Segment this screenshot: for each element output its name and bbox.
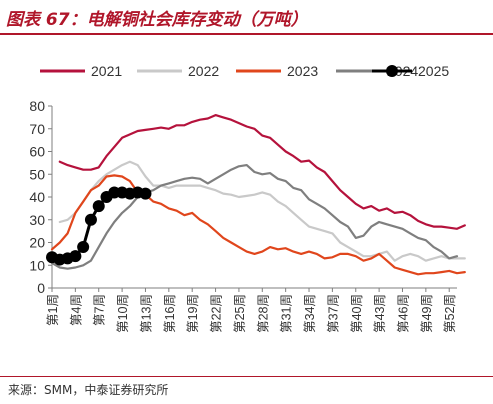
legend-marker-2025 (386, 65, 398, 77)
legend-label-2021: 2021 (91, 63, 122, 79)
x-tick-label: 第46周 (396, 294, 410, 333)
legend-item-2025: 2025 (372, 63, 449, 79)
x-tick-label: 第1周 (46, 294, 60, 326)
data-point-2025 (139, 187, 152, 200)
y-axis: 0 10 20 30 40 50 60 70 80 (29, 98, 53, 296)
title-bar: 图表 67：电解铜社会库存变动（万吨） (0, 0, 493, 36)
x-tick-label: 第10周 (116, 294, 130, 333)
series-line-2022 (58, 160, 466, 262)
chart-legend: 2021 2022 2023 2024 2025 (40, 63, 449, 79)
y-tick-label: 50 (29, 166, 45, 182)
y-tick-label: 40 (29, 189, 45, 205)
series-lines (46, 113, 466, 276)
source-note: 来源：SMM，中泰证券研究所 (8, 383, 169, 397)
y-tick-label: 80 (29, 98, 45, 114)
x-tick-label: 第13周 (139, 294, 153, 333)
legend-item-2022: 2022 (137, 63, 219, 79)
data-point-2025 (84, 213, 97, 226)
data-point-2025 (77, 241, 90, 254)
y-tick-label: 60 (29, 144, 45, 160)
legend-label-2022: 2022 (188, 63, 219, 79)
x-tick-label: 第16周 (163, 294, 177, 333)
y-tick-label: 0 (37, 280, 45, 296)
data-point-2025 (69, 250, 82, 263)
legend-item-2021: 2021 (40, 63, 122, 79)
y-tick-label: 30 (29, 212, 45, 228)
series-line-2023 (50, 174, 466, 276)
x-tick-label: 第37周 (326, 294, 340, 333)
x-tick-label: 第52周 (443, 294, 457, 333)
x-tick-label: 第40周 (350, 294, 364, 333)
legend-item-2023: 2023 (236, 63, 318, 79)
x-tick-label: 第22周 (210, 294, 224, 333)
x-tick-label: 第7周 (93, 294, 107, 326)
y-tick-label: 70 (29, 121, 45, 137)
x-tick-label: 第19周 (186, 294, 200, 333)
y-tick-label: 10 (29, 257, 45, 273)
series-line-2024 (50, 164, 459, 270)
x-tick-label: 第49周 (420, 294, 434, 333)
y-tick-label: 20 (29, 235, 45, 251)
x-tick-label: 第34周 (303, 294, 317, 333)
x-tick-label: 第31周 (280, 294, 294, 333)
data-point-2025 (92, 200, 105, 213)
x-tick-label: 第43周 (373, 294, 387, 333)
legend-label-2023: 2023 (287, 63, 318, 79)
title-divider (0, 33, 493, 35)
series-line-2021 (58, 113, 466, 230)
x-tick-label: 第28周 (256, 294, 270, 333)
page-title: 图表 67：电解铜社会库存变动（万吨） (6, 10, 308, 30)
x-tick-label: 第4周 (69, 294, 83, 326)
x-axis: 第1周 第4周 第7周 第10周 第13周 第16周 第19周 第22周 第25周 第28周 第31… (46, 287, 457, 333)
source-divider (0, 376, 493, 377)
x-tick-label: 第25周 (233, 294, 247, 333)
legend-label-2025: 2025 (418, 63, 449, 79)
